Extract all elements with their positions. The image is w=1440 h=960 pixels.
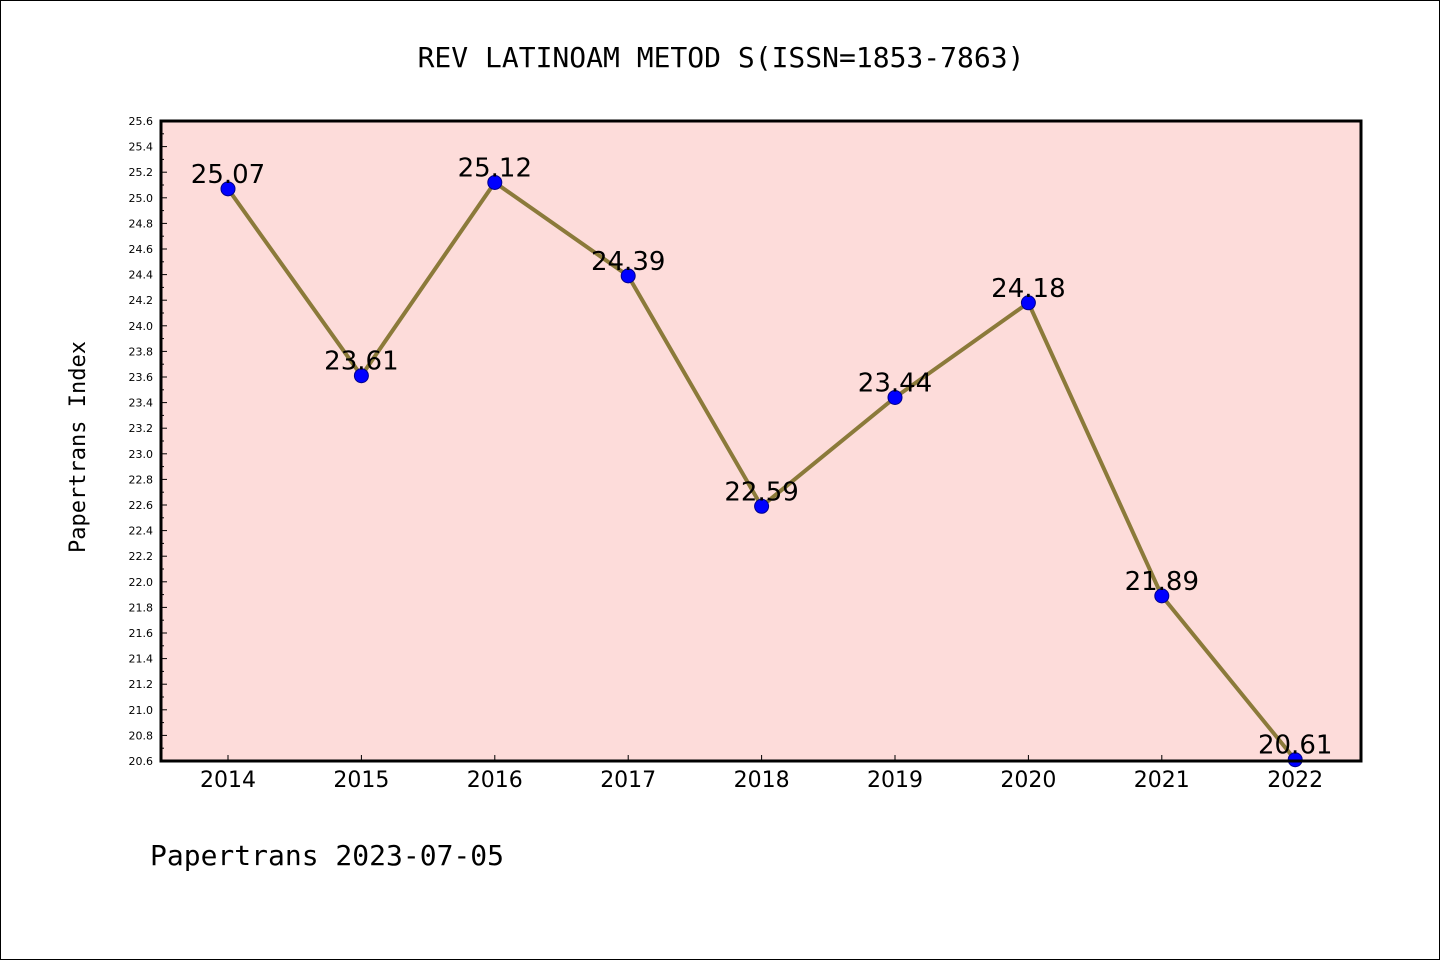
y-tick-label: 21.6 bbox=[129, 627, 154, 640]
data-label: 22.59 bbox=[724, 477, 798, 507]
data-point bbox=[887, 389, 903, 405]
data-point bbox=[487, 174, 503, 190]
y-tick-label: 23.6 bbox=[129, 371, 154, 384]
data-label: 23.61 bbox=[324, 347, 398, 377]
data-point bbox=[220, 181, 236, 197]
x-tick-label: 2019 bbox=[867, 768, 923, 793]
chart-title: REV LATINOAM METOD S(ISSN=1853-7863) bbox=[418, 41, 1025, 74]
plot-area: 20.6 20.8 21.0 21.2 21.4 21.6 21.8 22.0 22.2 22.4… bbox=[129, 115, 1363, 793]
x-tick-label: 2022 bbox=[1267, 768, 1323, 793]
y-tick-label: 21.8 bbox=[129, 601, 154, 614]
y-tick-label: 22.4 bbox=[129, 525, 154, 538]
x-tick-label: 2016 bbox=[467, 768, 523, 793]
y-tick-label: 24.0 bbox=[129, 320, 154, 333]
y-tick-label: 21.4 bbox=[129, 653, 154, 666]
plot-background bbox=[161, 121, 1361, 761]
y-tick-label: 23.2 bbox=[129, 422, 154, 435]
data-label: 21.89 bbox=[1125, 567, 1199, 597]
data-point bbox=[1154, 588, 1170, 604]
x-tick-label: 2017 bbox=[600, 768, 656, 793]
data-label: 24.39 bbox=[591, 247, 665, 277]
y-tick-label: 25.6 bbox=[129, 115, 154, 128]
y-axis-label: Papertrans Index bbox=[66, 341, 91, 553]
x-tick-label: 2015 bbox=[333, 768, 389, 793]
plot-frame bbox=[159, 119, 1363, 763]
y-tick-label: 21.0 bbox=[129, 704, 154, 717]
x-tick-label: 2018 bbox=[734, 768, 790, 793]
y-tick-label: 22.6 bbox=[129, 499, 154, 512]
data-label: 25.07 bbox=[191, 160, 265, 190]
y-tick-label: 22.2 bbox=[129, 550, 154, 563]
y-tick-label: 23.4 bbox=[129, 397, 154, 410]
y-tick-label: 25.4 bbox=[129, 141, 154, 154]
y-tick-label: 20.8 bbox=[129, 729, 154, 742]
y-tick-label: 25.0 bbox=[129, 192, 154, 205]
data-label: 24.18 bbox=[991, 274, 1065, 304]
x-tick-label: 2014 bbox=[200, 768, 256, 793]
y-tick-label: 22.8 bbox=[129, 473, 154, 486]
x-tick-label: 2020 bbox=[1000, 768, 1056, 793]
y-tick-label: 24.4 bbox=[129, 269, 154, 282]
y-tick-label: 24.6 bbox=[129, 243, 154, 256]
y-tick-label: 25.2 bbox=[129, 166, 154, 179]
y-tick-label: 23.0 bbox=[129, 448, 154, 461]
data-point bbox=[754, 498, 770, 514]
x-tick-label: 2021 bbox=[1134, 768, 1190, 793]
data-label: 25.12 bbox=[458, 153, 532, 183]
y-tick-label: 22.0 bbox=[129, 576, 154, 589]
y-tick-label: 24.8 bbox=[129, 217, 154, 230]
data-point bbox=[353, 368, 369, 384]
y-tick-label: 23.8 bbox=[129, 345, 154, 358]
y-tick-label: 20.6 bbox=[129, 755, 154, 768]
y-tick-label: 24.2 bbox=[129, 294, 154, 307]
data-point bbox=[620, 268, 636, 284]
data-label: 23.44 bbox=[858, 368, 932, 398]
data-label: 20.61 bbox=[1258, 731, 1332, 761]
data-point bbox=[1020, 295, 1036, 311]
y-tick-label: 21.2 bbox=[129, 678, 154, 691]
footer-date: Papertrans 2023-07-05 bbox=[150, 839, 504, 872]
